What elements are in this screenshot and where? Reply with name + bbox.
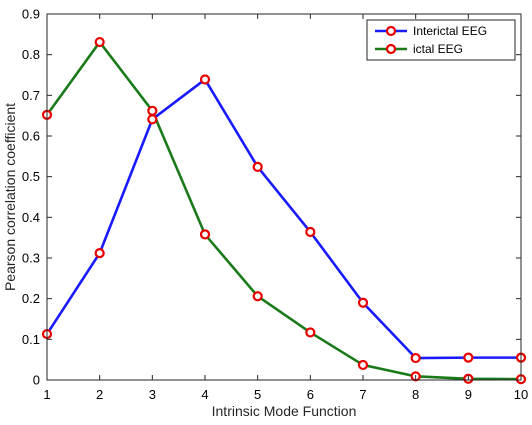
- series-layer: [41, 36, 527, 385]
- data-point-s2-4: [199, 229, 211, 240]
- data-point-s1-5: [252, 161, 263, 173]
- data-point-s1-8: [410, 352, 421, 364]
- data-point-s1-4: [199, 74, 211, 85]
- data-point-s1-7: [357, 297, 369, 308]
- y-tick-label: 0.3: [22, 251, 40, 266]
- x-axis-label: Intrinsic Mode Function: [212, 403, 357, 419]
- x-tick-label: 10: [514, 387, 528, 402]
- legend-label-1: Interictal EEG: [413, 24, 487, 38]
- axes-frame: [46, 13, 522, 381]
- plot-area: [47, 14, 521, 380]
- data-point-s1-3: [147, 114, 158, 125]
- data-point-s1-2: [94, 248, 105, 259]
- legend: Interictal EEG ictal EEG: [366, 19, 516, 61]
- data-point-s2-7: [357, 359, 369, 371]
- legend-marker-1: [385, 25, 397, 37]
- x-tick-label: 5: [254, 387, 261, 402]
- series-line-2: [45, 40, 522, 381]
- x-tick-label: 2: [96, 387, 103, 402]
- series-line-1: [45, 78, 521, 360]
- y-tick-label: 0: [33, 373, 40, 388]
- data-point-s2-3: [147, 105, 158, 116]
- x-tick-label: 4: [201, 387, 208, 402]
- data-point-s2-6: [305, 327, 316, 338]
- plot-background: [47, 14, 521, 380]
- legend-marker-2: [385, 43, 397, 55]
- legend-label-2: ictal EEG: [413, 42, 463, 56]
- axes-layer: 1 2 3 4 5 6 7 8 9 10 0 0.1 0.2 0.3 0.4 0.5 0.6 0.7 0.8 0.9: [22, 7, 528, 403]
- y-tick-label: 0.7: [22, 88, 40, 103]
- y-tick-label: 0.9: [22, 7, 40, 22]
- y-axis-label: Pearson correlation coefficient: [2, 103, 18, 291]
- y-tick-label: 0.2: [22, 291, 40, 306]
- data-point-s1-9: [463, 352, 474, 363]
- y-tick-label: 0.4: [22, 210, 40, 225]
- x-tick-label: 9: [465, 387, 472, 402]
- x-tick-label: 1: [43, 387, 50, 402]
- x-tick-label: 7: [359, 387, 366, 402]
- data-point-s2-5: [252, 291, 263, 302]
- x-tick-label: 6: [307, 387, 314, 402]
- y-tick-label: 0.5: [22, 169, 40, 184]
- y-tick-label: 0.8: [22, 47, 40, 62]
- data-point-s2-2: [94, 36, 105, 48]
- x-tick-label: 8: [412, 387, 419, 402]
- data-point-s1-6: [305, 226, 316, 238]
- y-tick-label: 0.1: [22, 332, 40, 347]
- x-tick-label: 3: [149, 387, 156, 402]
- y-tick-label: 0.6: [22, 129, 40, 144]
